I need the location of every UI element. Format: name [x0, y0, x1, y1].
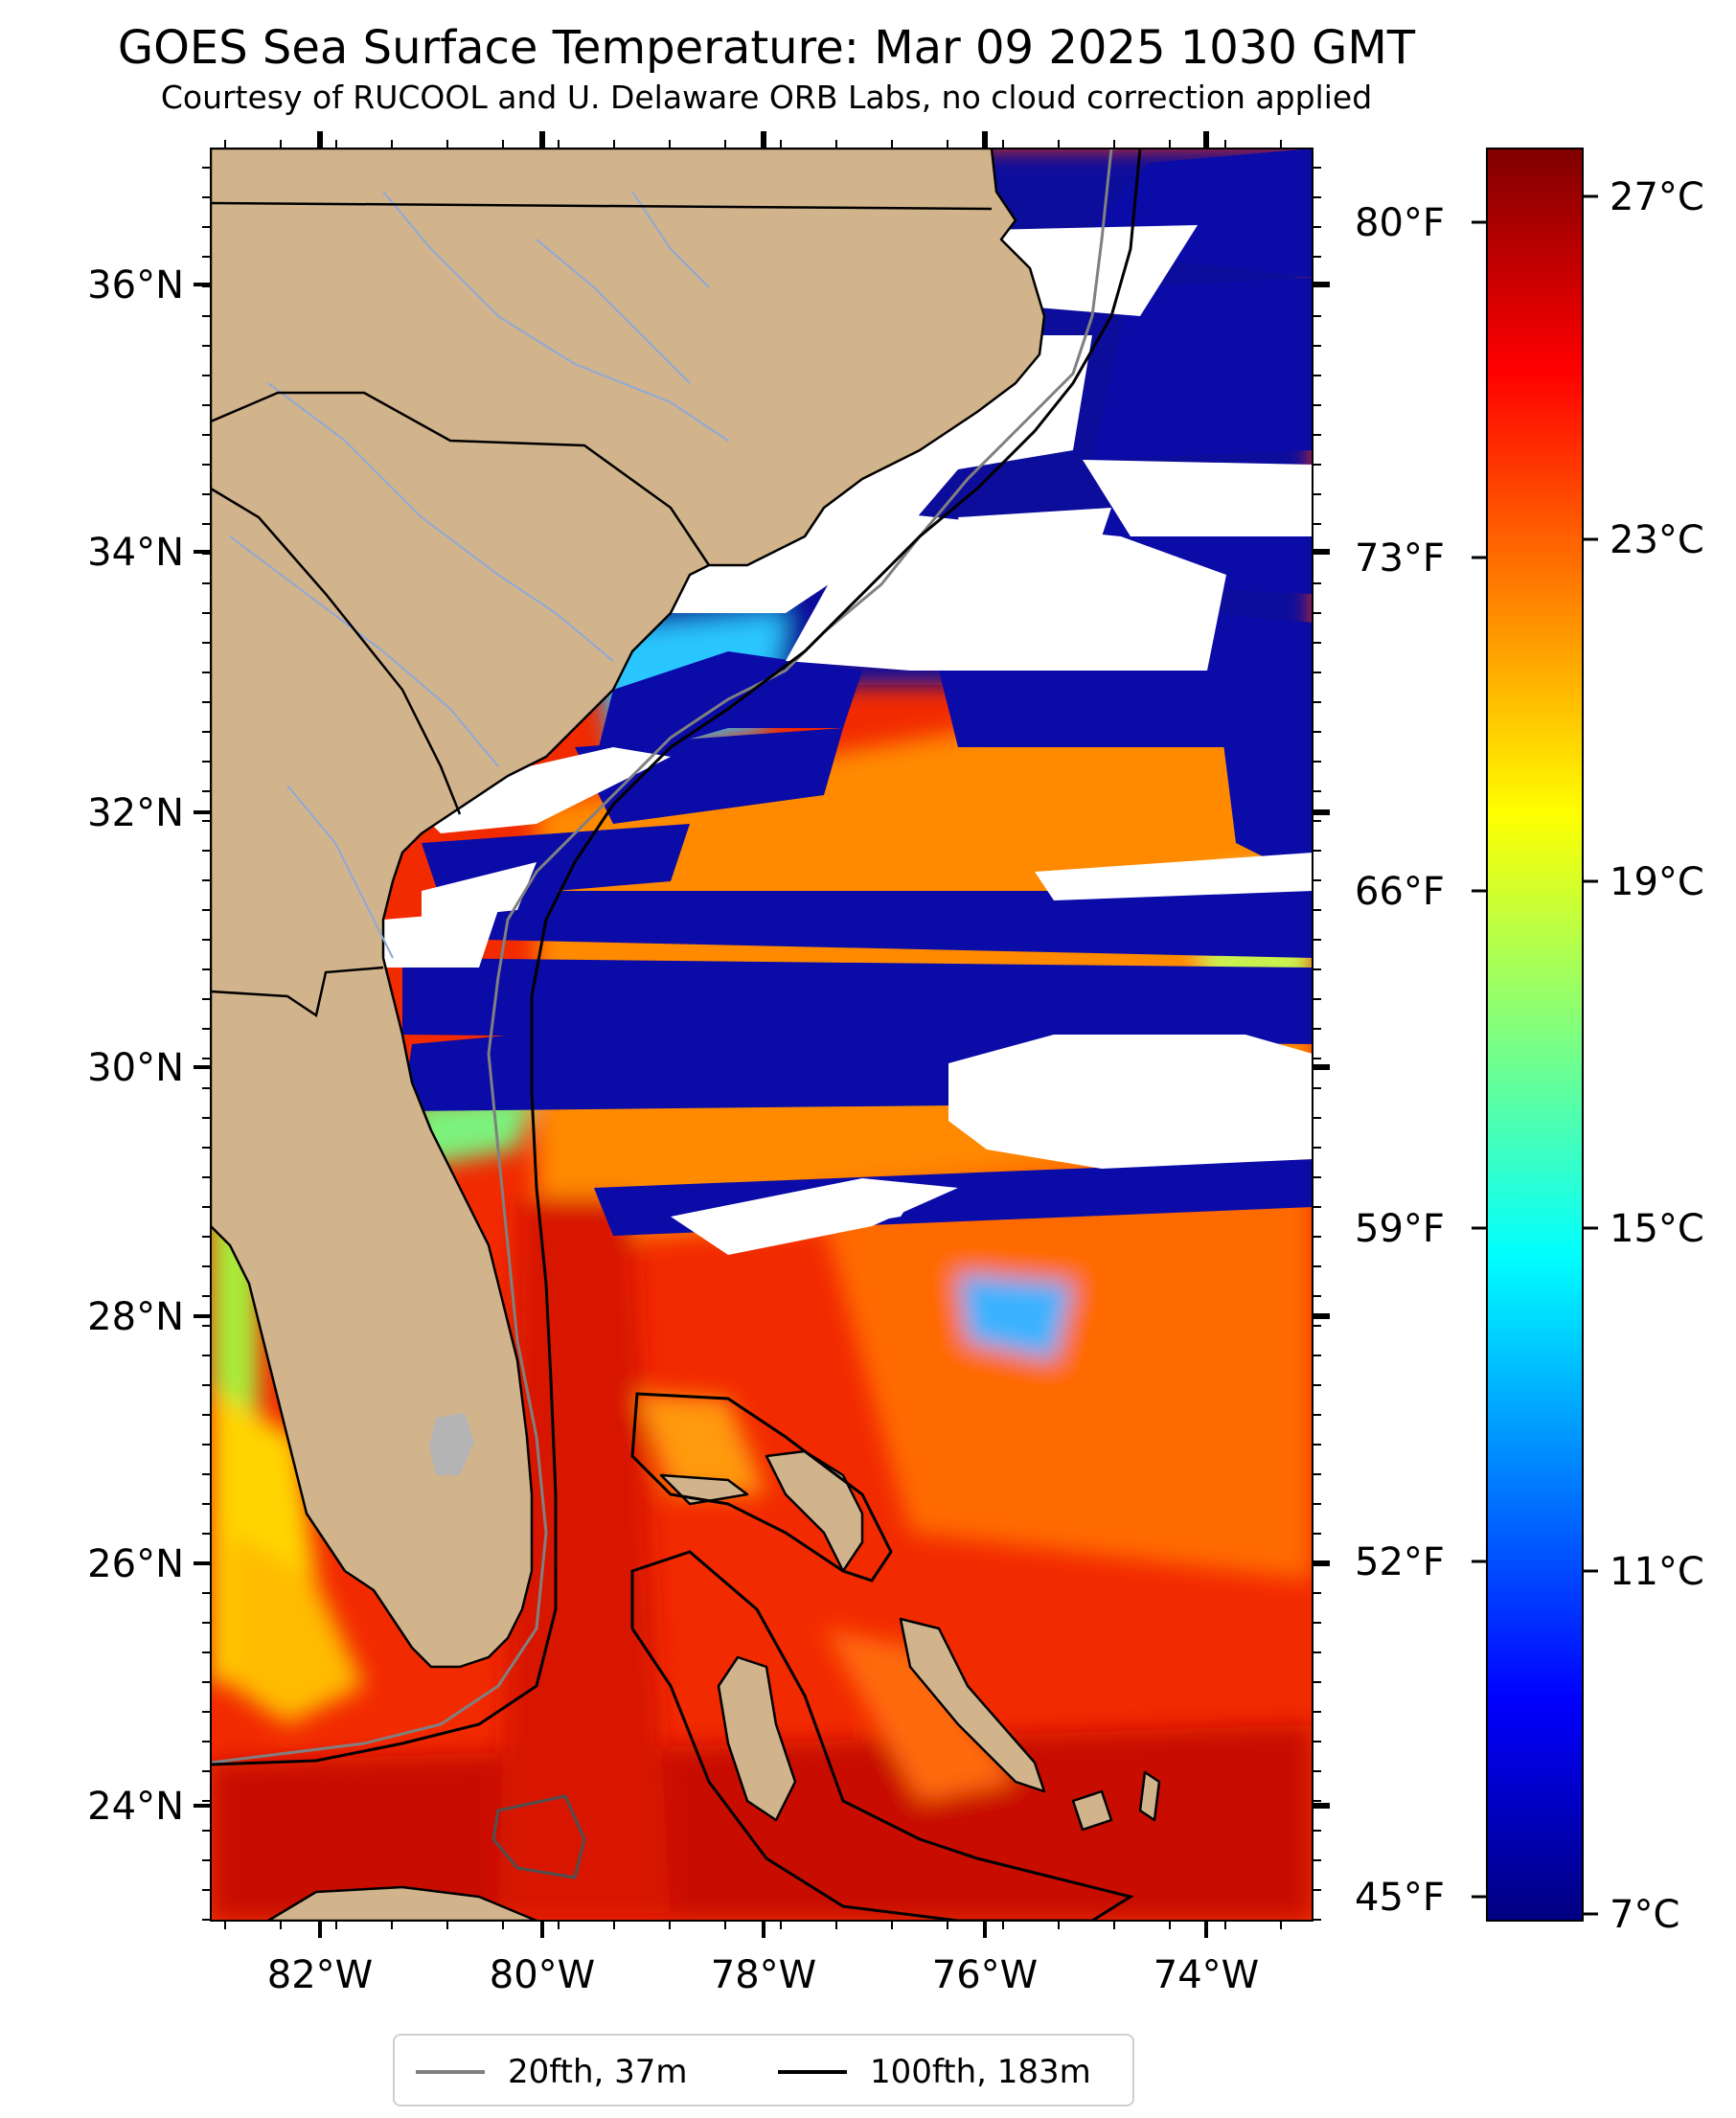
- fahrenheit-label: 73°F: [1355, 536, 1445, 581]
- lat-label: 36°N: [87, 263, 184, 307]
- colorbar-label: 7°C: [1610, 1893, 1679, 1937]
- bahamas-bank-south: [824, 1628, 1016, 1801]
- legend-label-100fth: 100fth, 183m: [870, 2053, 1091, 2091]
- fahrenheit-label: 66°F: [1355, 870, 1445, 914]
- fahrenheit-label: 59°F: [1355, 1207, 1445, 1251]
- lake-okeechobee: [429, 1413, 474, 1475]
- hot-water-straits: [498, 1197, 671, 1921]
- isobath-20fth: [211, 148, 1113, 1765]
- state-borders: [211, 201, 993, 1018]
- map-subtitle: Courtesy of RUCOOL and U. Delaware ORB L…: [160, 79, 1373, 116]
- isobath-legend: 20fth, 37m 100fth, 183m: [393, 2034, 1134, 2107]
- bahamas-bank-north: [637, 1394, 766, 1494]
- rivers: [229, 191, 729, 959]
- colorbar-label: 11°C: [1610, 1550, 1704, 1594]
- axes: 36°N 34°N 32°N 30°N 28°N 26°N 24°N 82°W 80°W 78°W…: [87, 131, 1330, 1997]
- isobaths: [211, 148, 1142, 1921]
- isobath-bahamas-south: [630, 1550, 1134, 1921]
- isobath-cay-sal: [491, 1794, 586, 1879]
- lon-label: 82°W: [267, 1953, 373, 1997]
- lat-label: 30°N: [87, 1046, 184, 1090]
- lon-label: 80°W: [490, 1953, 595, 1997]
- colorbar: 27°C 23°C 19°C 15°C 11°C 7°C 80°F 73°F 66°F 59°F 5…: [1355, 148, 1704, 1937]
- lat-label: 32°N: [87, 791, 184, 835]
- legend-item-20fth: 20fth, 37m: [416, 2036, 688, 2108]
- colorbar-label: 27°C: [1610, 175, 1704, 219]
- warm-band-orange-east: [814, 1130, 1313, 1581]
- fahrenheit-label: 45°F: [1355, 1876, 1445, 1920]
- lon-label: 74°W: [1154, 1953, 1259, 1997]
- florida-bay-yellow: [230, 1533, 364, 1724]
- isobath-bahamas-north: [630, 1392, 893, 1583]
- isobath-100fth: [211, 148, 1142, 1766]
- lat-label: 24°N: [87, 1785, 184, 1829]
- cool-patch-east: [958, 1274, 1073, 1360]
- lon-label: 76°W: [932, 1953, 1038, 1997]
- lat-label: 26°N: [87, 1542, 184, 1586]
- fahrenheit-label: 80°F: [1355, 201, 1445, 245]
- cuba-coast: [266, 1885, 538, 1921]
- bahamas-eleuthera: [899, 1617, 1046, 1793]
- map-title: GOES Sea Surface Temperature: Mar 09 202…: [117, 21, 1416, 75]
- colorbar-ramp: [1486, 148, 1584, 1922]
- legend-label-20fth: 20fth, 37m: [508, 2053, 688, 2091]
- lat-label: 28°N: [87, 1295, 184, 1339]
- us-mainland: [211, 148, 1046, 1669]
- fahrenheit-label: 52°F: [1355, 1540, 1445, 1584]
- lon-label: 78°W: [711, 1953, 816, 1997]
- legend-swatch-20fth: [416, 2070, 485, 2074]
- colorbar-label: 23°C: [1610, 518, 1704, 562]
- legend-item-100fth: 100fth, 183m: [778, 2036, 1091, 2108]
- colorbar-label: 19°C: [1610, 860, 1704, 904]
- colorbar-label: 15°C: [1610, 1207, 1704, 1251]
- bahamas-exuma: [1071, 1789, 1113, 1832]
- legend-swatch-100fth: [778, 2070, 847, 2074]
- bahamas-andros: [717, 1655, 797, 1822]
- cool-patch-coast: [412, 1092, 537, 1169]
- land: [211, 148, 1161, 1921]
- bahamas-cat-island: [1138, 1770, 1161, 1822]
- lat-label: 34°N: [87, 531, 184, 575]
